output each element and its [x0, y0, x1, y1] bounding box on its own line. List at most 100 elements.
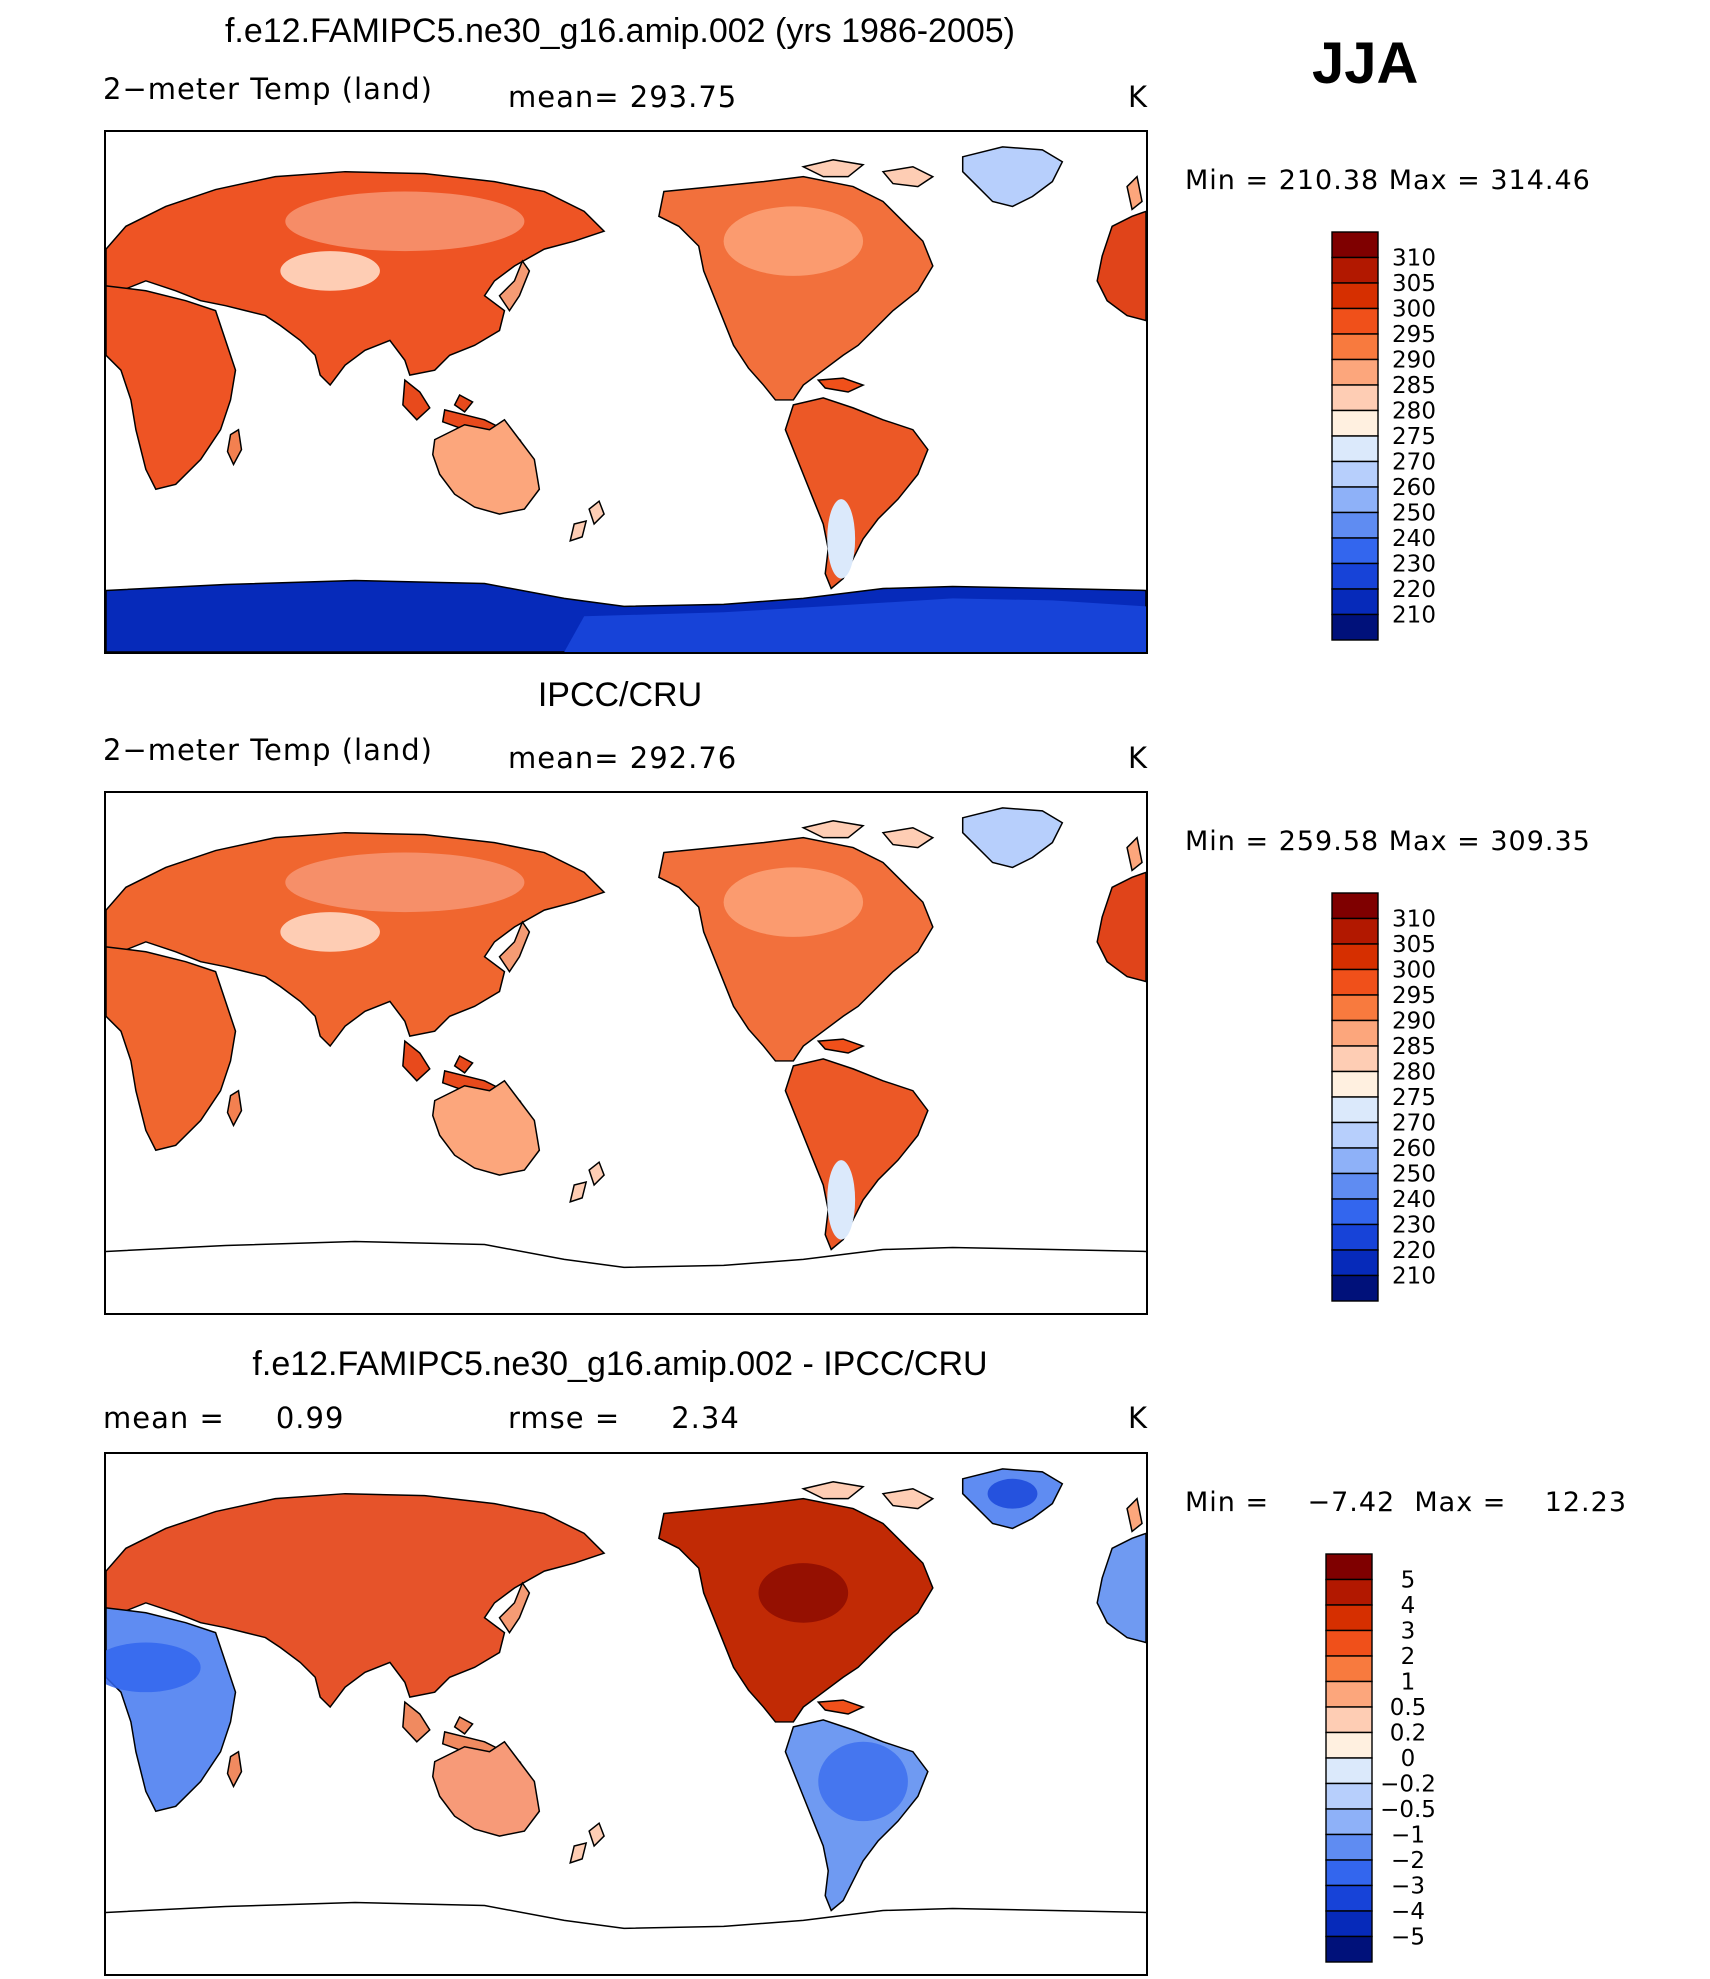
colorbar-box [1331, 562, 1379, 590]
colorbar-tick-label: 230 [1392, 1213, 1436, 1239]
colorbar-tick-label: 310 [1392, 907, 1436, 933]
colorbar-tick-label: 290 [1392, 348, 1436, 374]
panel1-variable-label: 2−meter Temp (land) [103, 72, 433, 106]
colorbar-tick-label: 240 [1392, 526, 1436, 552]
colorbar-box [1331, 968, 1379, 996]
colorbar-tick-label: 275 [1392, 1085, 1436, 1111]
land-caribbean [816, 377, 866, 393]
land-africa [106, 285, 237, 491]
colorbar-tick-label: 3 [1401, 1619, 1416, 1645]
colorbar-box [1331, 1274, 1379, 1302]
colorbar-tick-label: 295 [1392, 322, 1436, 348]
canada-region [723, 206, 864, 276]
land-samerica [784, 397, 929, 590]
colorbar-box [1331, 486, 1379, 514]
colorbar-box [1331, 1198, 1379, 1226]
siberia-region [285, 191, 525, 252]
land-europe_w [1096, 210, 1146, 322]
colorbar-box [1331, 613, 1379, 641]
panel1-map [104, 130, 1148, 654]
colorbar-box [1325, 1655, 1373, 1683]
land-nz [569, 1821, 605, 1864]
colorbar-box [1325, 1578, 1373, 1606]
colorbar-box [1325, 1808, 1373, 1836]
colorbar-tick-label: 270 [1392, 450, 1436, 476]
colorbar-tick-label: 305 [1392, 932, 1436, 958]
colorbar-box [1331, 1096, 1379, 1124]
panel3-title: f.e12.FAMIPC5.ne30_g16.amip.002 - IPCC/C… [252, 1345, 988, 1383]
colorbar-box [1325, 1731, 1373, 1759]
colorbar-tick-label: −4 [1391, 1899, 1425, 1925]
colorbar-box [1331, 256, 1379, 284]
panel1-colorbar: 310 305 300 295 290 285 280 275 270 260 250 240 230 2… [1331, 231, 1492, 649]
colorbar-box [1325, 1884, 1373, 1912]
colorbar-box [1325, 1706, 1373, 1734]
greenland-diff-region [987, 1478, 1038, 1509]
colorbar-tick-label: 290 [1392, 1009, 1436, 1035]
land-africa [106, 1607, 237, 1813]
colorbar-tick-label: 280 [1392, 399, 1436, 425]
land-uk [1126, 1497, 1143, 1533]
colorbar-tick-label: 285 [1392, 1034, 1436, 1060]
panel3-colorbar: 5 4 3 2 1 0.5 0.2 0 −0.2 −0.5 −1 −2 −3 −4 −5 [1325, 1553, 1486, 1971]
colorbar-box [1331, 460, 1379, 488]
colorbar-box [1331, 333, 1379, 361]
panel3-map-svg [106, 1468, 1146, 1930]
colorbar-tick-label: −2 [1391, 1848, 1425, 1874]
panel1-minmax: Min = 210.38 Max = 314.46 [1185, 165, 1591, 196]
land-uk [1126, 175, 1143, 211]
panel2-colorbar: 310 305 300 295 290 285 280 275 270 260 250 240 230 2… [1331, 892, 1492, 1310]
panel2-map [104, 791, 1148, 1315]
colorbar-box [1325, 1680, 1373, 1708]
season-label: JJA [1312, 31, 1419, 96]
colorbar-tick-label: 280 [1392, 1060, 1436, 1086]
colorbar-tick-label: −5 [1391, 1925, 1425, 1951]
land-caribbean [816, 1038, 866, 1054]
colorbar-tick-label: 310 [1392, 246, 1436, 272]
colorbar-box [1331, 943, 1379, 971]
colorbar-box [1325, 1553, 1373, 1581]
amazon-region [818, 1741, 908, 1822]
land-uk [1126, 836, 1143, 872]
tibet-plateau [280, 251, 380, 291]
patagonia-region [827, 499, 856, 579]
colorbar-box [1325, 1859, 1373, 1887]
colorbar-tick-label: 260 [1392, 475, 1436, 501]
colorbar-box [1331, 1223, 1379, 1251]
colorbar-box [1331, 1121, 1379, 1149]
colorbar-tick-label: 275 [1392, 424, 1436, 450]
colorbar-box [1331, 1172, 1379, 1200]
colorbar-tick-label: 210 [1392, 1264, 1436, 1290]
land-madagascar [226, 428, 243, 467]
land-samerica [784, 1058, 929, 1251]
land-australia [431, 1740, 541, 1837]
colorbar-tick-label: 260 [1392, 1136, 1436, 1162]
colorbar-tick-label: 1 [1401, 1670, 1416, 1696]
land-arctic [801, 1481, 935, 1510]
antarctica-coastal-region [564, 598, 1146, 652]
land-australia [431, 418, 541, 515]
land-eurasia [106, 1492, 606, 1709]
colorbar-box [1331, 409, 1379, 437]
colorbar-tick-label: −3 [1391, 1874, 1425, 1900]
colorbar-tick-label: −1 [1391, 1823, 1425, 1849]
panel3-map [104, 1452, 1148, 1976]
land-madagascar [226, 1089, 243, 1128]
sahel-region [106, 1642, 201, 1693]
colorbar-box [1325, 1629, 1373, 1657]
colorbar-box [1331, 358, 1379, 386]
colorbar-box [1331, 892, 1379, 920]
panel2-variable-label: 2−meter Temp (land) [103, 733, 433, 767]
panel3-minmax: Min = −7.42 Max = 12.23 [1185, 1487, 1628, 1518]
colorbar-box [1331, 1070, 1379, 1098]
panel3-units-label: K [1128, 1401, 1149, 1435]
colorbar-tick-label: 300 [1392, 297, 1436, 323]
panel2-title: IPCC/CRU [537, 676, 703, 714]
colorbar-box [1325, 1935, 1373, 1963]
colorbar-box [1331, 282, 1379, 310]
colorbar-box [1331, 1249, 1379, 1277]
colorbar-tick-label: 250 [1392, 501, 1436, 527]
land-europe_w [1096, 1532, 1146, 1644]
land-arctic [801, 820, 935, 849]
